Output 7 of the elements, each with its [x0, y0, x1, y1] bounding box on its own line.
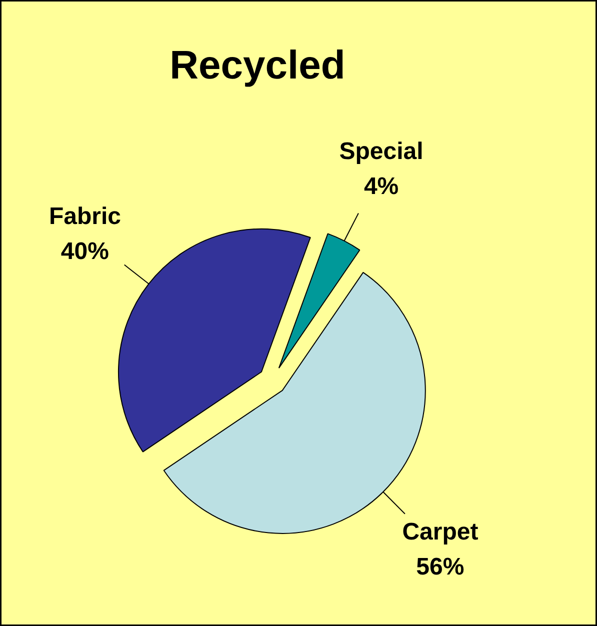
- chart-title: Recycled: [170, 44, 346, 88]
- slice-label: Special: [339, 138, 424, 165]
- slice-label: Fabric: [48, 202, 121, 230]
- data-label: 40%: [60, 238, 109, 266]
- data-label: 4%: [364, 172, 399, 200]
- slice-label: Carpet: [402, 518, 478, 546]
- data-label: 56%: [416, 553, 464, 580]
